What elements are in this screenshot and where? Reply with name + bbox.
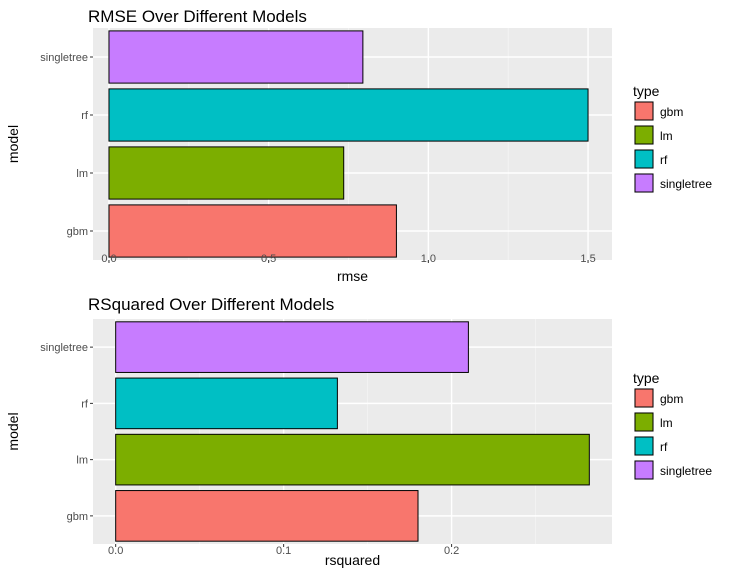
chart-1-xtick-label: 1.5 bbox=[580, 253, 595, 265]
chart-2-ytick-label-lm: lm bbox=[76, 455, 88, 467]
chart-2-xtick-label: 0.2 bbox=[444, 545, 459, 557]
chart-2-bar-gbm bbox=[115, 490, 419, 542]
chart-1-bar-lm bbox=[108, 146, 345, 200]
chart-2-legend-swatch-gbm bbox=[634, 388, 654, 408]
chart-1-y-axis-label: model bbox=[5, 125, 21, 163]
chart-1-legend-label-singletree: singletree bbox=[660, 177, 712, 191]
chart-1-xtick-label: 0.0 bbox=[101, 253, 116, 265]
chart-2-legend-title: type bbox=[633, 370, 660, 386]
chart-1-ytick-label-lm: lm bbox=[76, 168, 88, 180]
chart-1-legend-swatch-lm bbox=[634, 125, 654, 145]
chart-2-xtick-label: 0.0 bbox=[108, 545, 123, 557]
chart-2-bar-singletree bbox=[115, 321, 469, 373]
chart-2-legend-label-singletree: singletree bbox=[660, 464, 712, 478]
chart-1-ytick-label-singletree: singletree bbox=[40, 52, 88, 64]
chart-2-x-axis-label: rsquared bbox=[325, 552, 380, 568]
chart-2-ytick-label-rf: rf bbox=[81, 398, 89, 410]
chart-1-legend-label-lm: lm bbox=[660, 129, 673, 143]
chart-1-xtick-label: 1.0 bbox=[421, 253, 436, 265]
chart-1-legend-label-rf: rf bbox=[660, 153, 668, 167]
chart-2-title: RSquared Over Different Models bbox=[88, 295, 334, 314]
chart-1-xtick-label: 0.5 bbox=[261, 253, 276, 265]
chart-2-y-axis-label: model bbox=[5, 412, 21, 450]
chart-1-legend-swatch-singletree bbox=[634, 173, 654, 193]
chart-2-legend-swatch-lm bbox=[634, 412, 654, 432]
chart-1-bar-rf bbox=[108, 88, 589, 142]
chart-2-legend-label-lm: lm bbox=[660, 416, 673, 430]
chart-1-x-axis-label: rmse bbox=[337, 268, 368, 284]
chart-1-legend-title: type bbox=[633, 83, 660, 99]
chart-2-legend-swatch-singletree bbox=[634, 460, 654, 480]
chart-1-ytick-label-rf: rf bbox=[81, 110, 89, 122]
chart-1-bar-gbm bbox=[108, 204, 397, 258]
chart-2-xtick-label: 0.1 bbox=[276, 545, 291, 557]
chart-2-legend-swatch-rf bbox=[634, 436, 654, 456]
chart-1-legend-label-gbm: gbm bbox=[660, 105, 683, 119]
chart-1-legend-swatch-rf bbox=[634, 149, 654, 169]
chart-1-title: RMSE Over Different Models bbox=[88, 7, 307, 26]
chart-2-legend-label-gbm: gbm bbox=[660, 392, 683, 406]
chart-1-bar-singletree bbox=[108, 30, 364, 84]
chart-1-legend-swatch-gbm bbox=[634, 101, 654, 121]
chart-2: RSquared Over Different Models gbm lm rf sin… bbox=[5, 295, 712, 568]
chart-2-ytick-label-gbm: gbm bbox=[67, 511, 88, 523]
chart-2-bar-lm bbox=[115, 433, 590, 486]
chart-1-ytick-label-gbm: gbm bbox=[67, 226, 88, 238]
chart-2-legend-label-rf: rf bbox=[660, 440, 668, 454]
chart-2-bar-rf bbox=[115, 377, 338, 430]
chart-2-ytick-label-singletree: singletree bbox=[40, 342, 88, 354]
chart-1: RMSE Over Different Models gbm lm rf singlet… bbox=[5, 7, 712, 284]
